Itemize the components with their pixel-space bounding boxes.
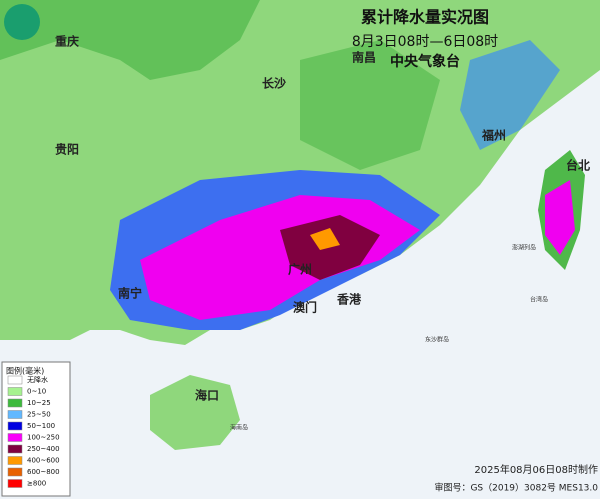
logo: [4, 4, 40, 40]
footer-made: 2025年08月06日08时制作: [474, 463, 598, 476]
legend-label: ≥800: [27, 480, 46, 488]
subtitle: 8月3日08时—6日08时: [352, 34, 498, 50]
place-label: 东沙群岛: [425, 336, 449, 344]
legend-label: 400~600: [27, 457, 60, 465]
city-label: 长沙: [262, 76, 286, 91]
city-label: 广州: [288, 262, 312, 277]
city-label: 澳门: [293, 300, 317, 315]
title: 累计降水量实况图: [361, 8, 489, 27]
legend-swatch: [7, 456, 23, 465]
footer-approval: 审图号：GS（2019）3082号 MES13.0: [434, 482, 598, 494]
legend-swatch: [7, 479, 23, 488]
city-label: 贵阳: [55, 142, 79, 157]
agency: 中央气象台: [390, 53, 460, 70]
place-label: 台湾岛: [530, 296, 548, 304]
legend-label: 600~800: [27, 468, 60, 476]
legend-label: 100~250: [27, 434, 60, 442]
island: [150, 375, 240, 450]
legend-label: 0~10: [27, 388, 46, 396]
legend-swatch: [7, 375, 23, 385]
city-label: 海口: [195, 388, 219, 403]
legend-label: 25~50: [27, 411, 51, 419]
legend-title: 图例(毫米): [6, 366, 44, 376]
city-label: 南宁: [118, 286, 142, 301]
rain-area: [460, 40, 560, 150]
legend: 图例(毫米) 无降水 0~10 10~25 25~50 50~100 100~250 250…: [1, 361, 71, 497]
rain-area: [0, 0, 260, 80]
rain-area: [545, 180, 575, 255]
legend-label: 无降水: [27, 375, 48, 384]
city-label: 重庆: [55, 34, 79, 49]
legend-swatch: [7, 398, 23, 408]
rain-area: [310, 228, 340, 250]
legend-label: 250~400: [27, 445, 60, 453]
place-label: 澎湖列岛: [512, 244, 536, 252]
rain-area: [300, 40, 440, 170]
city-label: 台北: [566, 158, 590, 173]
legend-label: 50~100: [27, 422, 55, 430]
legend-swatch: [7, 387, 23, 396]
place-label: 海南岛: [230, 424, 248, 432]
legend-swatch: [7, 444, 23, 454]
legend-swatch: [7, 421, 23, 431]
city-label: 南昌: [352, 50, 376, 65]
legend-label: 10~25: [27, 399, 51, 407]
legend-swatch: [7, 433, 23, 442]
city-label: 福州: [481, 128, 506, 143]
city-label: 香港: [336, 292, 362, 307]
legend-swatch: [7, 410, 23, 419]
legend-swatch: [7, 467, 23, 477]
